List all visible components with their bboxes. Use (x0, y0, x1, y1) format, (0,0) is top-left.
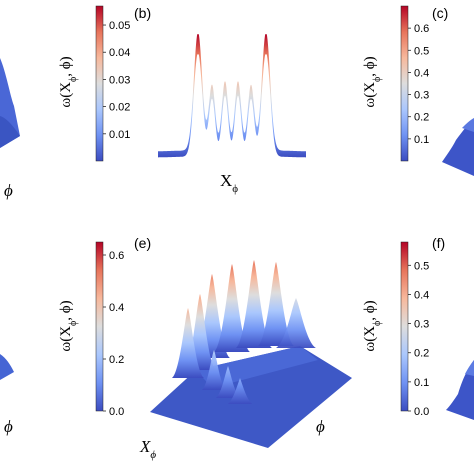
panel-e-surface-plot (150, 260, 352, 448)
colorbar-tick-label: 0.1 (414, 134, 429, 146)
panel-f-colorbar (400, 241, 409, 412)
panel-c-colorbar-ticks: 0.1 0.2 0.3 0.4 0.5 0.6 (408, 23, 429, 146)
left-top-surface-edge (0, 116, 20, 148)
panel-f-surface-highlight (465, 360, 474, 376)
left-bottom-surface-fragment (0, 354, 14, 380)
panel-e-ridge (236, 260, 272, 348)
colorbar-tick-label: 0.4 (414, 289, 429, 301)
panel-e-ridge (276, 298, 316, 348)
panel-b: ω(Xϕ, ϕ) 0.01 0.02 0.03 0.04 0.05 (b) Xϕ (58, 5, 306, 195)
colorbar-tick-label: 0.4 (414, 67, 429, 79)
panel-e-phi-label: ϕ (316, 417, 325, 436)
colorbar-tick-label: 0.4 (109, 302, 124, 314)
panel-e-ridges (172, 260, 316, 404)
panel-f-label: (f) (432, 235, 445, 251)
panel-e-ridge (216, 366, 240, 398)
panel-b-colorbar (95, 5, 104, 162)
colorbar-tick-label: 0.2 (109, 354, 124, 366)
panel-e-colorbar (95, 241, 104, 412)
colorbar-tick-label: 0.5 (414, 260, 429, 272)
left-top-phi-label: ϕ (4, 181, 13, 200)
panel-e-ridge (202, 350, 226, 390)
colorbar-tick-label: 0.3 (414, 319, 429, 331)
panel-c-colorbar (400, 5, 409, 162)
colorbar-tick-label: 0.6 (414, 23, 429, 35)
colorbar-tick-label: 0.2 (414, 112, 429, 124)
panel-b-colorbar-ticks: 0.01 0.02 0.03 0.04 0.05 (103, 20, 130, 141)
panel-e-colorbar-ticks: 0.0 0.2 0.4 0.6 (103, 250, 124, 418)
panel-c-label: (c) (432, 5, 448, 21)
panel-e-ridge (228, 378, 252, 404)
panel-e-xlabel: Xϕ (139, 437, 156, 461)
panel-c-surface-fragment (442, 118, 474, 176)
colorbar-tick-label: 0.02 (109, 102, 130, 114)
panel-f-ylabel: ω(Xϕ, ϕ) (362, 300, 383, 351)
panel-e-ridge (214, 264, 250, 352)
panel-e-label: (e) (134, 235, 151, 251)
colorbar-tick-label: 0.6 (109, 250, 124, 262)
panel-f-colorbar-ticks: 0.0 0.1 0.2 0.3 0.4 0.5 (408, 260, 429, 418)
colorbar-tick-label: 0.04 (109, 47, 130, 59)
panel-e: ω(Xϕ, ϕ) 0.0 0.2 0.4 0.6 (e) Xϕ ϕ (58, 235, 352, 461)
colorbar-tick-label: 0.5 (414, 45, 429, 57)
colorbar-tick-label: 0.2 (414, 348, 429, 360)
panel-f-surface-fragment (446, 360, 474, 420)
left-bottom-phi-label: ϕ (4, 417, 13, 436)
colorbar-tick-label: 0.01 (109, 129, 130, 141)
panel-b-ylabel: ω(Xϕ, ϕ) (58, 56, 79, 107)
panel-f: ω(Xϕ, ϕ) 0.0 0.1 0.2 0.3 0.4 0.5 (f) (362, 235, 474, 420)
colorbar-tick-label: 0.0 (109, 406, 124, 418)
colorbar-tick-label: 0.05 (109, 20, 130, 32)
panel-e-ylabel: ω(Xϕ, ϕ) (58, 300, 79, 351)
colorbar-tick-label: 0.0 (414, 406, 429, 418)
panel-e-ridge (258, 262, 294, 346)
left-cropped-panel-top: ϕ (0, 58, 20, 200)
panel-b-surface-plot (158, 34, 306, 158)
panel-b-xlabel: Xϕ (220, 171, 238, 195)
left-cropped-panel-bottom: ϕ (0, 354, 14, 436)
panel-b-label: (b) (134, 5, 151, 21)
panel-c-surface-highlight (462, 118, 474, 132)
panel-c: ω(Xϕ, ϕ) 0.1 0.2 0.3 0.4 0.5 0.6 (c) (362, 5, 474, 176)
colorbar-tick-label: 0.03 (109, 74, 130, 86)
colorbar-tick-label: 0.3 (414, 90, 429, 102)
panel-c-ylabel: ω(Xϕ, ϕ) (362, 56, 383, 107)
panel-e-ridge (172, 308, 204, 378)
colorbar-tick-label: 0.1 (414, 377, 429, 389)
